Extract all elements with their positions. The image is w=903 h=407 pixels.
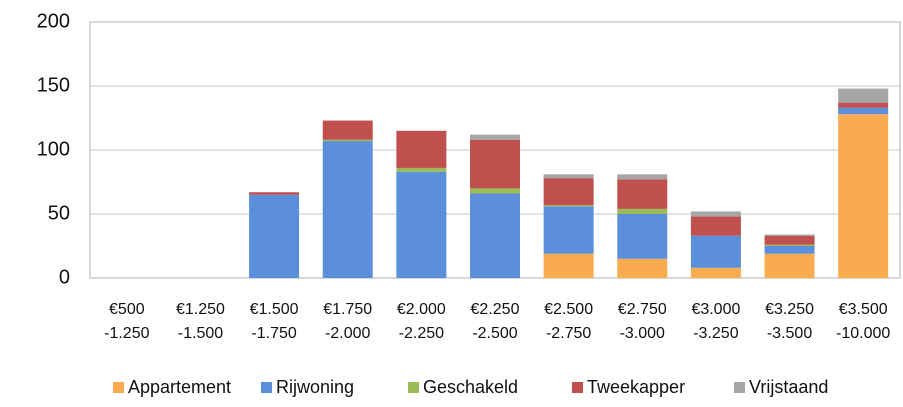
bar-segment (470, 193, 520, 278)
bar-segment (838, 102, 889, 108)
x-tick-label: €1.750 -2.000 (323, 301, 372, 342)
bar-segment (543, 205, 594, 207)
bar-segment (396, 130, 447, 168)
legend-label: Vrijstaand (749, 377, 828, 397)
bar-segment (617, 214, 668, 259)
bar-segment (690, 216, 741, 236)
y-tick-label: 150 (37, 74, 70, 96)
bar-segment (764, 246, 815, 254)
bar-segment (543, 174, 594, 179)
legend-swatch (408, 382, 419, 393)
bar-segment (470, 188, 520, 194)
bar-segment (617, 179, 668, 209)
bar-segment (764, 235, 815, 245)
bar-segment (249, 192, 300, 195)
bar-segment (617, 258, 668, 278)
legend-label: Tweekapper (587, 377, 685, 397)
bar-segment (470, 139, 520, 189)
bar-segment (617, 208, 668, 214)
bar-segment (838, 88, 889, 103)
legend-label: Appartement (128, 377, 231, 397)
y-tick-label: 100 (37, 138, 70, 160)
x-tick-label: €1.250 -1.500 (176, 301, 225, 342)
x-tick-label: €1.500 -1.750 (250, 301, 299, 342)
bar-segment (838, 114, 889, 278)
bar-segment (396, 171, 447, 278)
bar-segment (690, 211, 741, 217)
bar-segment (543, 178, 594, 206)
x-tick-label: €500 -1.250 (104, 301, 149, 342)
bar-segment (322, 141, 373, 278)
bar-segment (617, 174, 668, 180)
x-tick-label: €2.250 -2.500 (471, 301, 520, 342)
legend-label: Rijwoning (276, 377, 354, 397)
bar-segment (764, 234, 815, 236)
legend-swatch (261, 382, 272, 393)
bar-segment (690, 235, 741, 268)
x-tick-label: €3.250 -3.500 (765, 301, 814, 342)
bar-segment (470, 134, 520, 140)
x-tick-label: €3.000 -3.250 (691, 301, 740, 342)
bar-segment (543, 206, 594, 254)
bar-segment (764, 244, 815, 246)
bar-segment (249, 194, 300, 278)
x-tick-label: €2.750 -3.000 (618, 301, 667, 342)
bar-segment (543, 253, 594, 278)
y-tick-label: 50 (48, 202, 70, 224)
y-tick-label: 200 (37, 10, 70, 32)
x-tick-label: €3.500 -10.000 (836, 301, 890, 342)
legend-swatch (572, 382, 583, 393)
bar-segment (690, 267, 741, 278)
bar-segment (396, 167, 447, 172)
bar-segment (764, 253, 815, 278)
bar-segment (322, 120, 373, 140)
x-tick-label: €2.500 -2.750 (544, 301, 593, 342)
bar-segment (322, 139, 373, 142)
bar-segment (838, 107, 889, 115)
legend-label: Geschakeld (423, 377, 518, 397)
y-tick-label: 0 (59, 266, 70, 288)
legend-swatch (113, 382, 124, 393)
x-tick-label: €2.000 -2.250 (397, 301, 446, 342)
legend-swatch (734, 382, 745, 393)
